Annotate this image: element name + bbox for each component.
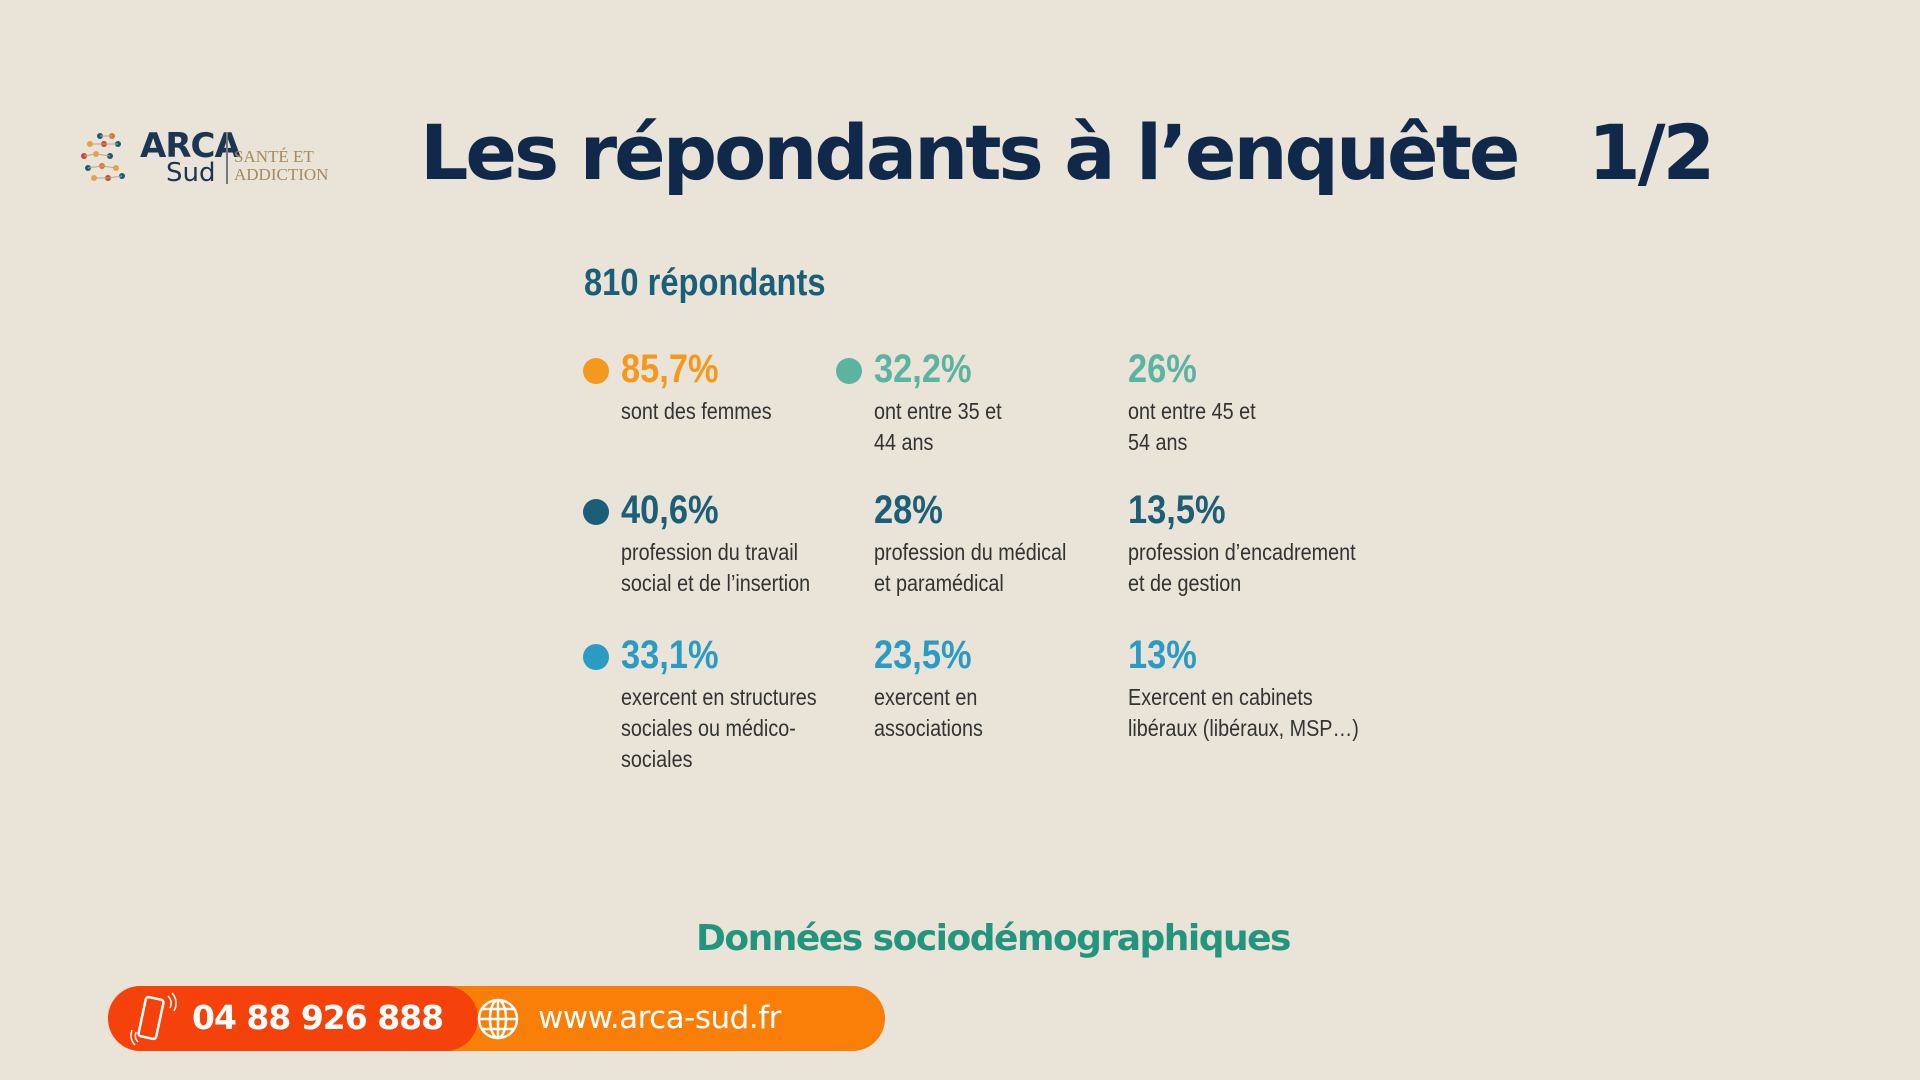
globe-icon	[477, 998, 519, 1040]
website-link[interactable]: www.arca-sud.fr	[538, 1000, 781, 1036]
stat-item: 28% profession du médical et paramédical	[874, 487, 1124, 599]
stat-value: 13%	[1128, 633, 1197, 677]
stat-value: 28%	[874, 488, 943, 532]
logo-network-icon	[81, 133, 125, 181]
stat-item: 26% ont entre 45 et 54 ans	[1128, 346, 1378, 458]
bullet-dot-icon	[583, 499, 609, 525]
respondents-count: 810 répondants	[584, 262, 826, 304]
stat-description: sont des femmes	[621, 398, 772, 424]
logo-tagline-line1: SANTÉ ET	[234, 147, 314, 166]
section-label: Données sociodémographiques	[696, 918, 1291, 959]
logo-tagline-line2: ADDICTION	[234, 165, 329, 184]
smartphone-icon	[130, 992, 177, 1046]
logo-name-top: ARCA	[140, 126, 241, 166]
stat-description: exercent en structures sociales ou médic…	[621, 684, 817, 772]
stat-item: 40,6% profession du travail social et de …	[583, 487, 871, 599]
stat-item: 32,2% ont entre 35 et 44 ans	[836, 346, 1124, 458]
stat-value: 33,1%	[621, 633, 719, 677]
stat-description: ont entre 35 et 44 ans	[874, 398, 1002, 455]
stat-item: 23,5% exercent en associations	[874, 632, 1124, 744]
stat-item: 33,1% exercent en structures sociales ou …	[583, 632, 871, 775]
logo-divider	[226, 132, 228, 184]
stat-description: profession du travail social et de l’ins…	[621, 539, 811, 596]
bullet-dot-icon	[583, 358, 609, 384]
stat-value: 13,5%	[1128, 488, 1226, 532]
page-title: Les répondants à l’enquête 1/2	[420, 108, 1715, 197]
stat-description: profession du médical et paramédical	[874, 539, 1067, 596]
stat-description: Exercent en cabinets libéraux (libéraux,…	[1128, 684, 1359, 741]
stat-item: 13,5% profession d’encadrement et de gest…	[1128, 487, 1378, 599]
stat-item: 13% Exercent en cabinets libéraux (libéra…	[1128, 632, 1378, 744]
stat-value: 85,7%	[621, 347, 719, 391]
stat-description: ont entre 45 et 54 ans	[1128, 398, 1256, 455]
stat-value: 32,2%	[874, 347, 972, 391]
stat-description: profession d’encadrement et de gestion	[1128, 539, 1356, 596]
stat-value: 40,6%	[621, 488, 719, 532]
phone-segment[interactable]: 04 88 926 888	[108, 986, 478, 1051]
stat-value: 23,5%	[874, 633, 972, 677]
logo-tagline: SANTÉ ET ADDICTION	[234, 148, 328, 184]
stat-value: 26%	[1128, 347, 1197, 391]
logo-name-bottom: Sud	[166, 158, 216, 188]
contact-bar: 04 88 926 888 www.arca-sud.fr	[108, 986, 885, 1051]
arca-sud-logo: ARCA Sud SANTÉ ET ADDICTION	[80, 126, 360, 188]
stat-item: 85,7% sont des femmes	[583, 346, 871, 427]
bullet-dot-icon	[583, 644, 609, 670]
stat-description: exercent en associations	[874, 684, 983, 741]
phone-number[interactable]: 04 88 926 888	[192, 998, 444, 1037]
bullet-dot-icon	[836, 358, 862, 384]
